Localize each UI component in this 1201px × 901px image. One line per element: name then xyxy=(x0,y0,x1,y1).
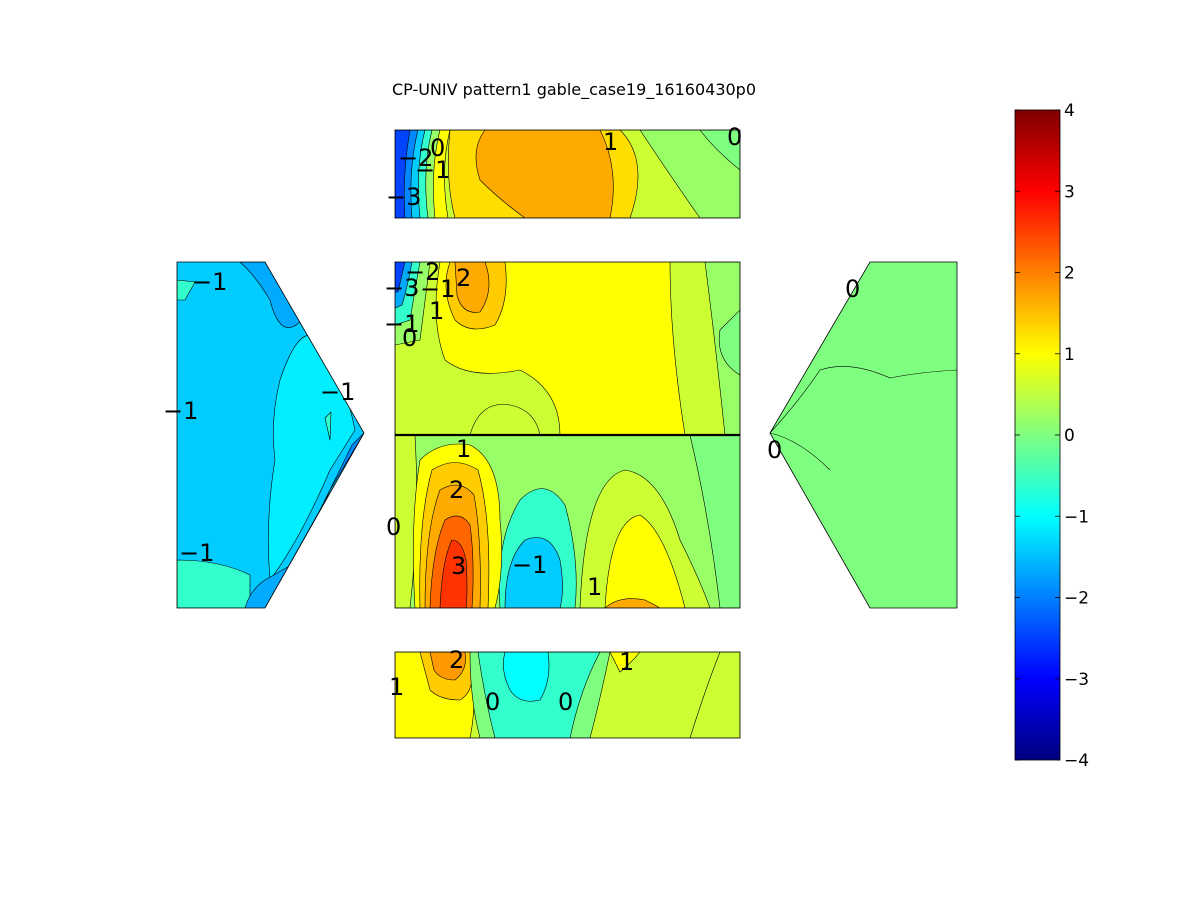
colorbar: 4 3 2 1 0 −1 −2 −3 −4 xyxy=(1014,101,1089,771)
contour-label: −1 xyxy=(192,268,227,296)
contour-label: 0 xyxy=(845,275,860,303)
contour-label: 1 xyxy=(389,673,404,701)
contour-label: 1 xyxy=(429,297,444,325)
contour-label: 1 xyxy=(456,435,471,463)
colorbar-tick-label: −2 xyxy=(1064,589,1089,609)
colorbar-tick-label: 0 xyxy=(1064,426,1075,446)
contour-label: −2 xyxy=(398,144,433,172)
contour-label: −1 xyxy=(420,275,455,303)
contour-label: 0 xyxy=(485,688,500,716)
contour-label: −1 xyxy=(384,310,419,338)
contour-label: 0 xyxy=(386,513,401,541)
panel-wall-upper xyxy=(395,262,740,435)
colorbar-tick-label: 2 xyxy=(1064,264,1075,284)
contour-label: −3 xyxy=(384,274,419,302)
contour-label: −1 xyxy=(163,397,198,425)
contour-label: 0 xyxy=(727,123,742,151)
contour-label: 1 xyxy=(603,128,618,156)
contour-label: 0 xyxy=(402,324,417,352)
colorbar-tick-label: −3 xyxy=(1064,670,1089,690)
colorbar-tick-label: −4 xyxy=(1064,751,1089,771)
panel-wall-lower xyxy=(395,435,740,608)
chart-title: CP-UNIV pattern1 gable_case19_16160430p0 xyxy=(392,80,756,100)
colorbar-tick-label: 3 xyxy=(1064,182,1075,202)
contour-label: 1 xyxy=(619,648,634,676)
contour-label: −3 xyxy=(386,183,421,211)
colorbar-tick-label: 1 xyxy=(1064,345,1075,365)
panel-roof-bottom-strip xyxy=(395,652,740,738)
contour-label: −1 xyxy=(320,378,355,406)
panel-roof-top-strip xyxy=(395,130,740,218)
contour-label: 0 xyxy=(558,688,573,716)
contour-label: 2 xyxy=(449,646,464,674)
panel-gable-right xyxy=(770,262,957,608)
contour-label: 2 xyxy=(456,264,471,292)
colorbar-ticks: 4 3 2 1 0 −1 −2 −3 −4 xyxy=(1015,101,1089,771)
contour-label: −2 xyxy=(405,258,440,286)
contour-label: −1 xyxy=(415,156,450,184)
colorbar-tick-label: 4 xyxy=(1064,101,1075,121)
contour-label: 2 xyxy=(449,476,464,504)
colorbar-scale xyxy=(1014,109,1061,761)
contour-label: −1 xyxy=(512,551,547,579)
contour-label: 0 xyxy=(430,134,445,162)
contour-label: 3 xyxy=(451,552,466,580)
contour-label: 1 xyxy=(587,573,602,601)
colorbar-tick-label: −1 xyxy=(1064,507,1089,527)
contour-label: −1 xyxy=(179,539,214,567)
contour-label: 0 xyxy=(767,436,782,464)
